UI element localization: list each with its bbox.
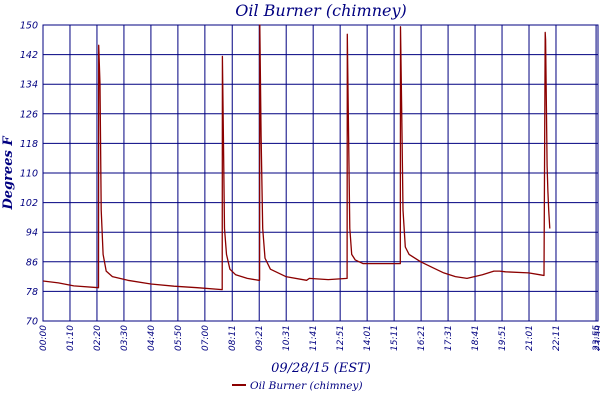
x-tick-label: 18:41: [471, 325, 481, 351]
y-tick-label: 118: [20, 139, 38, 150]
x-tick-label: 23:55: [592, 325, 600, 351]
chart-title: Oil Burner (chimney): [235, 1, 407, 20]
y-tick-label: 78: [26, 287, 38, 298]
x-tick-label: 15:11: [390, 325, 400, 351]
y-tick-label: 70: [26, 317, 38, 328]
x-tick-label: 03:30: [120, 325, 130, 351]
x-tick-label: 00:00: [39, 325, 49, 351]
y-tick-label: 110: [20, 169, 38, 180]
x-tick-label: 16:21: [417, 325, 427, 351]
x-tick-label: 07:00: [201, 325, 211, 351]
y-axis-label: Degrees F: [1, 136, 16, 211]
legend-label: Oil Burner (chimney): [250, 380, 363, 392]
y-tick-label: 126: [20, 109, 38, 120]
x-tick-label: 14:01: [363, 325, 373, 351]
plot-border: [42, 24, 599, 322]
x-tick-label: 04:40: [147, 325, 157, 351]
x-tick-label: 19:51: [498, 325, 508, 351]
x-tick-label: 11:41: [309, 325, 319, 351]
x-tick-label: 12:51: [336, 325, 346, 351]
x-axis-label: 09/28/15 (EST): [271, 361, 371, 376]
legend: Oil Burner (chimney): [232, 380, 363, 392]
x-tick-label: 05:50: [174, 325, 184, 351]
x-tick-label: 22:11: [552, 325, 562, 351]
plot-area: [42, 24, 551, 291]
x-tick-label: 08:11: [228, 325, 238, 351]
x-tick-label: 21:01: [525, 325, 535, 351]
y-tick-label: 150: [20, 21, 38, 32]
grid: [42, 24, 599, 322]
x-tick-label: 02:20: [93, 325, 103, 351]
y-tick-label: 94: [26, 228, 38, 239]
series-line: [42, 24, 551, 291]
x-tick-label: 01:10: [66, 325, 76, 351]
x-tick-label: 17:31: [444, 325, 454, 351]
tick-labels: 70 78 86 94 102 110 118 126 134 142 150 00:00 01:10 0…: [20, 21, 600, 351]
x-tick-label: 23:59: [594, 325, 600, 351]
x-tick-label: 09:21: [255, 325, 265, 351]
y-tick-label: 102: [20, 198, 38, 209]
x-tick-label: 10:31: [282, 325, 292, 351]
y-tick-label: 142: [20, 50, 38, 61]
y-tick-label: 134: [20, 80, 38, 91]
y-tick-label: 86: [26, 257, 38, 268]
